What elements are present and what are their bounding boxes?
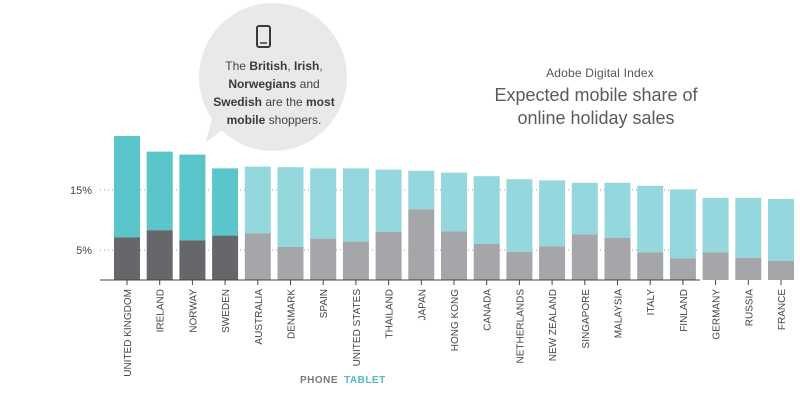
bar-tablet — [637, 185, 664, 253]
x-tick-label: SINGAPORE — [581, 289, 592, 349]
x-tick-label: SWEDEN — [221, 289, 232, 333]
chart-title: Expected mobile share of online holiday … — [494, 85, 698, 128]
x-tick-label: GERMANY — [712, 289, 723, 340]
x-tick-label: NETHERLANDS — [515, 289, 526, 364]
bar-tablet — [277, 167, 304, 247]
bar-phone — [506, 251, 533, 280]
bar-phone — [571, 234, 598, 280]
bar-tablet — [114, 136, 140, 238]
bar-phone — [539, 246, 566, 280]
bar-tablet — [212, 168, 239, 236]
x-tick-label: UNITED STATES — [352, 289, 363, 367]
bar-phone — [768, 260, 794, 280]
x-tick-label: UNITED KINGDOM — [123, 289, 134, 377]
bar-tablet — [408, 170, 435, 210]
callout-text-run: shoppers. — [265, 113, 322, 127]
bar-tablet — [473, 176, 500, 244]
bar-phone — [342, 241, 369, 280]
x-tick-label: DENMARK — [287, 289, 298, 339]
bar-tablet — [179, 154, 206, 241]
bar-phone — [310, 238, 337, 280]
bar-phone — [244, 233, 271, 280]
x-tick-label: THAILAND — [385, 289, 396, 338]
x-tick-label: SPAIN — [319, 289, 330, 318]
bar-phone — [473, 244, 500, 280]
callout-emphasis: Irish — [294, 59, 320, 73]
callout-text-run: and — [296, 77, 320, 91]
callout-text-run: , — [287, 59, 294, 73]
bar-phone — [114, 237, 140, 280]
legend-item-phone: PHONE — [300, 375, 339, 386]
bar-tablet — [735, 197, 762, 258]
x-tick-label: AUSTRALIA — [254, 289, 265, 345]
bar-tablet — [604, 182, 631, 238]
bar-tablet — [768, 199, 794, 261]
callout-bubble — [199, 3, 347, 151]
callout-emphasis: most mobile — [226, 95, 335, 127]
callout-text-run: are the — [261, 95, 307, 109]
bar-phone — [604, 238, 631, 280]
x-tick-label: FINLAND — [679, 289, 690, 332]
bar-phone — [277, 247, 304, 280]
bar-phone — [375, 232, 402, 280]
chart-source: Adobe Digital Index — [546, 66, 654, 80]
phone-icon — [256, 25, 271, 48]
bar-tablet — [669, 189, 696, 259]
legend: PHONE TABLET — [300, 375, 440, 386]
x-tick-label: NEW ZEALAND — [548, 289, 559, 361]
bar-phone — [179, 240, 206, 280]
y-tick-label: 5% — [76, 245, 92, 257]
bar-phone — [441, 231, 467, 280]
bar-phone — [146, 230, 173, 280]
x-tick-label: FRANCE — [777, 289, 788, 330]
x-tick-label: MALAYSIA — [614, 289, 625, 339]
callout-text-run: The — [225, 59, 250, 73]
bar-phone — [212, 235, 239, 280]
x-tick-label: ITALY — [646, 289, 657, 316]
bar-tablet — [375, 169, 402, 232]
x-tick-label: NORWAY — [188, 289, 199, 333]
bar-tablet — [441, 172, 467, 232]
bar-phone — [637, 252, 664, 280]
bar-phone — [702, 252, 729, 280]
bar-tablet — [702, 197, 729, 253]
bar-phone — [735, 257, 762, 280]
x-tick-label: CANADA — [483, 289, 494, 331]
bar-tablet — [342, 168, 369, 242]
x-tick-label: RUSSIA — [744, 289, 755, 327]
bars — [114, 136, 794, 280]
y-tick-label: 15% — [70, 185, 92, 197]
x-tick-label: JAPAN — [417, 289, 428, 321]
callout-emphasis: Norwegians — [228, 77, 297, 91]
callout-text: The British, Irish, Norwegians and Swedi… — [207, 57, 341, 129]
bar-phone — [408, 209, 435, 280]
y-tick-labels: 5% 15% — [70, 185, 92, 257]
bar-phone — [669, 258, 696, 280]
callout-emphasis: Swedish — [213, 95, 262, 109]
x-tick-labels: UNITED KINGDOM IRELAND NORWAY SWEDEN AUSTRAL… — [123, 280, 788, 377]
x-tick-label: IRELAND — [156, 289, 167, 332]
bar-tablet — [244, 166, 271, 234]
x-tick-label: HONG KONG — [450, 289, 461, 351]
callout-emphasis: British — [249, 59, 288, 73]
bar-tablet — [310, 168, 337, 239]
bar-tablet — [506, 179, 533, 252]
callout-text-run: , — [319, 59, 323, 73]
bar-tablet — [571, 182, 598, 235]
bar-tablet — [539, 180, 566, 247]
bar-tablet — [146, 151, 173, 231]
legend-item-tablet: TABLET — [344, 375, 386, 386]
